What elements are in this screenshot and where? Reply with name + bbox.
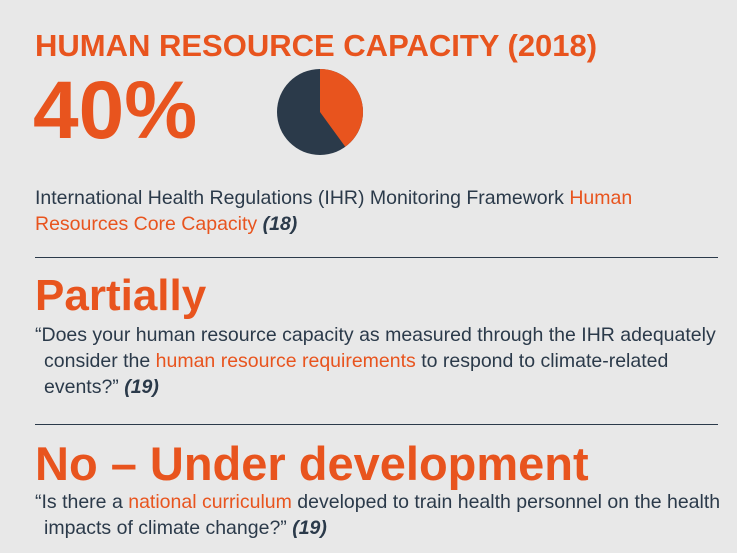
highlight: human resource requirements <box>155 350 416 372</box>
text: International Health Regulations (IHR) M… <box>35 187 570 209</box>
divider <box>35 257 718 258</box>
citation: (19) <box>118 376 159 398</box>
citation: (18) <box>257 213 298 235</box>
answer: Partially <box>35 271 207 320</box>
text: “Does your human resource capacity as me… <box>35 324 716 372</box>
highlight: national curriculum <box>128 491 292 513</box>
citation: (19) <box>286 517 327 539</box>
text: developed to train health personnel on t… <box>44 491 721 539</box>
pie-slice <box>320 69 363 147</box>
answer: No – Under development <box>35 437 589 490</box>
stat-label: 40% <box>33 65 198 156</box>
question: “Is there a national curriculum develope… <box>35 489 734 541</box>
question: “Does your human resource capacity as me… <box>35 322 734 400</box>
text: to respond to climate-related events?” <box>44 350 669 398</box>
highlight: Human Resources Core Capacity <box>35 187 633 235</box>
ihr-text: International Health Regulations (IHR) M… <box>35 185 655 237</box>
pie <box>277 69 363 155</box>
text: “Is there a <box>35 491 129 513</box>
divider <box>35 424 718 425</box>
title: HUMAN RESOURCE CAPACITY (2018) <box>35 28 598 63</box>
